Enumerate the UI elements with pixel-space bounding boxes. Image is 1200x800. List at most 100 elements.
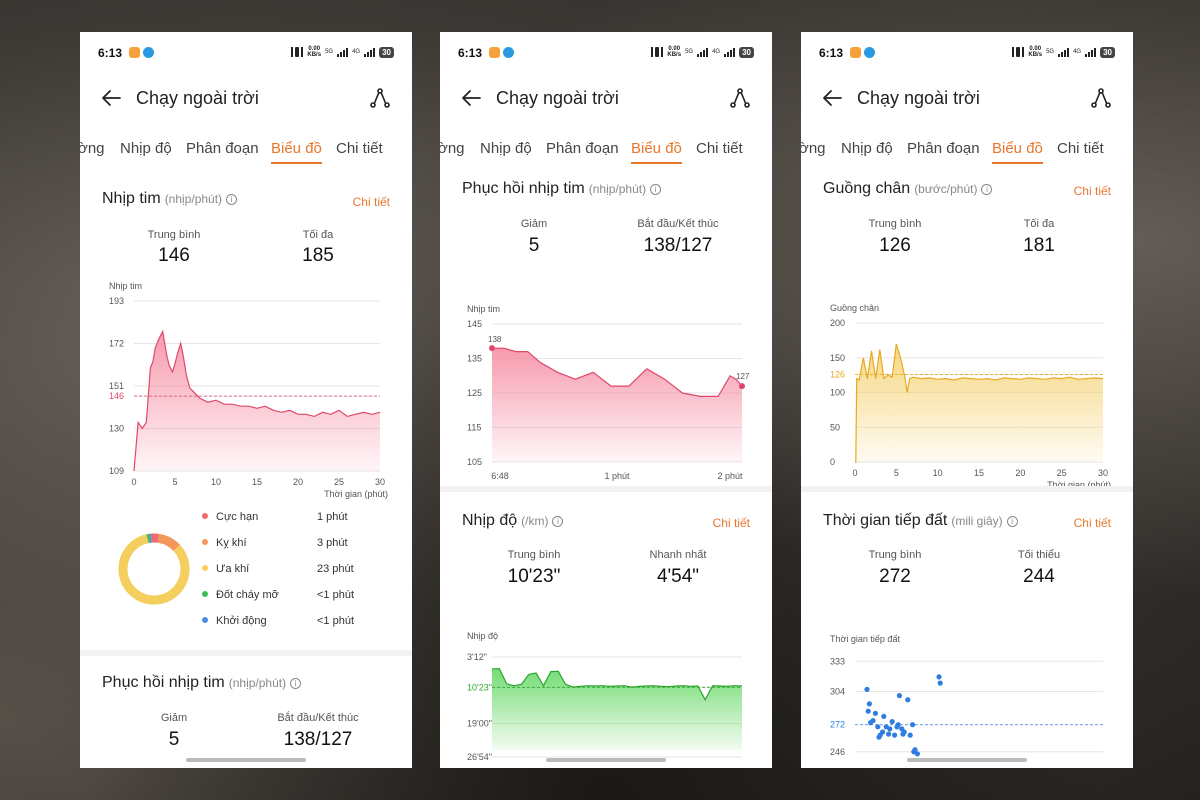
info-icon[interactable]: i [650,184,662,195]
y-tick-label: 50 [830,422,840,432]
tab-charts[interactable]: Biểu đồ [992,140,1043,164]
battery-icon: 30 [1100,46,1115,58]
pace-best-value: 4'54" [656,566,700,587]
tab-overview-partial[interactable]: ờng [440,140,465,157]
signal-icon [1058,47,1070,57]
route-icon[interactable] [1089,86,1113,110]
info-icon[interactable]: i [1006,516,1018,527]
network-4g: 4G [1073,49,1082,55]
cadence-chart: Guồng chân 200 150 126 100 50 0 0 5 10 15 20 25 30 Thờ… [830,303,1111,490]
y-tick-label: 130 [109,424,124,434]
signal-icon [724,47,736,57]
vibrate-icon [1012,47,1025,57]
chart-y-title: Nhịp tim [467,304,500,314]
back-arrow-icon[interactable] [100,86,124,110]
vibrate-icon [291,47,304,57]
x-tick-label: 10 [211,477,221,487]
x-tick-label: 5 [172,477,177,487]
phone-cadence-contact-screen: 6:13 0.00 KB/s 5G 4G 30 Chạy ngoài trời ờ… [801,32,1133,768]
tab-segments[interactable]: Phân đoạn [546,140,619,157]
info-icon[interactable]: i [226,194,238,205]
back-arrow-icon[interactable] [821,86,845,110]
chart-area [134,331,380,471]
zone-name: Khởi động [216,615,267,627]
tab-charts[interactable]: Biểu đồ [271,140,322,164]
zone-name: Kỵ khí [216,537,247,549]
home-indicator[interactable] [907,758,1027,762]
y-tick-label: 304 [830,686,845,696]
tab-details[interactable]: Chi tiết [696,140,743,157]
scatter-point [864,686,870,692]
tab-segments[interactable]: Phân đoạn [907,140,980,157]
signal-icon [697,47,709,57]
app-header: Chạy ngoài trời [801,82,1133,122]
section-divider [80,650,412,656]
status-bar: 6:13 0.00 KB/s 5G 4G 30 [80,32,412,72]
donut-slice [118,533,190,605]
recovery-chart: Nhịp tim 145 135 125 115 105 6:48 1 phút 2 phút 1… [467,304,750,481]
tab-overview-partial[interactable]: ờng [80,140,105,157]
chart-line [855,343,1104,463]
route-icon[interactable] [368,86,392,110]
info-icon[interactable]: i [290,678,302,689]
x-axis-title: Thời gian (phút) [1047,480,1111,490]
info-icon[interactable]: i [981,184,993,195]
tab-pace[interactable]: Nhịp độ [480,140,532,157]
tab-segments[interactable]: Phân đoạn [186,140,259,157]
cadence-detail-link[interactable]: Chi tiết [1073,184,1111,198]
app-header: Chạy ngoài trời [440,82,772,122]
status-time: 6:13 [98,46,123,60]
zone-duration: <1 phút [317,589,355,601]
hr-max-value: 185 [302,245,334,266]
recovery-drop-label: Giảm [520,218,548,230]
contact-avg-label: Trung bình [868,549,922,561]
contact-detail-link[interactable]: Chi tiết [1073,516,1111,530]
app-header: Chạy ngoài trời [80,82,412,122]
zone-name: Ưa khí [216,563,250,575]
network-5g: 5G [685,49,694,55]
y-tick-label: 0 [830,457,835,467]
signal-icon [364,47,376,57]
heart-zone-donut [118,533,190,605]
tab-pace[interactable]: Nhịp độ [120,140,172,157]
contact-avg-value: 272 [879,566,911,587]
y-tick-label: 193 [109,296,124,306]
pace-best-label: Nhanh nhất [649,549,707,561]
tab-details[interactable]: Chi tiết [336,140,383,157]
scatter-point [881,713,887,719]
x-tick-label: 15 [974,468,984,478]
recovery-start-end-label: Bắt đầu/Kết thúc [637,218,719,230]
y-tick-label: 19'00" [467,719,492,729]
y-tick-label: 105 [467,457,482,467]
scatter-point [876,734,882,740]
scatter-point [892,732,898,738]
hr-avg-label: Trung bình [147,229,201,241]
heart-rate-title: Nhịp tim (nhịp/phút) i [102,190,238,208]
ground-contact-chart: Thời gian tiếp đất 333 304 272 246 [830,634,1103,757]
zone-legend-row: Khởi động <1 phút [202,615,362,627]
cadence-max-value: 181 [1023,235,1055,256]
x-tick-label: 2 phút [717,471,743,481]
signal-icon [1085,47,1097,57]
y-tick-label: 115 [467,423,481,433]
info-icon[interactable]: i [552,516,564,527]
end-label: 127 [736,372,750,381]
scatter-point [868,720,874,726]
zone-name: Cực hạn [216,511,259,523]
tab-details[interactable]: Chi tiết [1057,140,1104,157]
scatter-point [896,693,902,699]
zone-legend-row: Ưa khí 23 phút [202,563,362,575]
heart-rate-detail-link[interactable]: Chi tiết [352,195,390,209]
pace-detail-link[interactable]: Chi tiết [712,516,750,530]
chart-line [492,347,743,397]
route-icon[interactable] [728,86,752,110]
scatter-point [880,729,886,735]
scatter-point [905,697,911,703]
tab-charts[interactable]: Biểu đồ [631,140,682,164]
home-indicator[interactable] [186,758,306,762]
tab-overview-partial[interactable]: ờng [801,140,826,157]
tab-pace[interactable]: Nhịp độ [841,140,893,157]
back-arrow-icon[interactable] [460,86,484,110]
home-indicator[interactable] [546,758,666,762]
